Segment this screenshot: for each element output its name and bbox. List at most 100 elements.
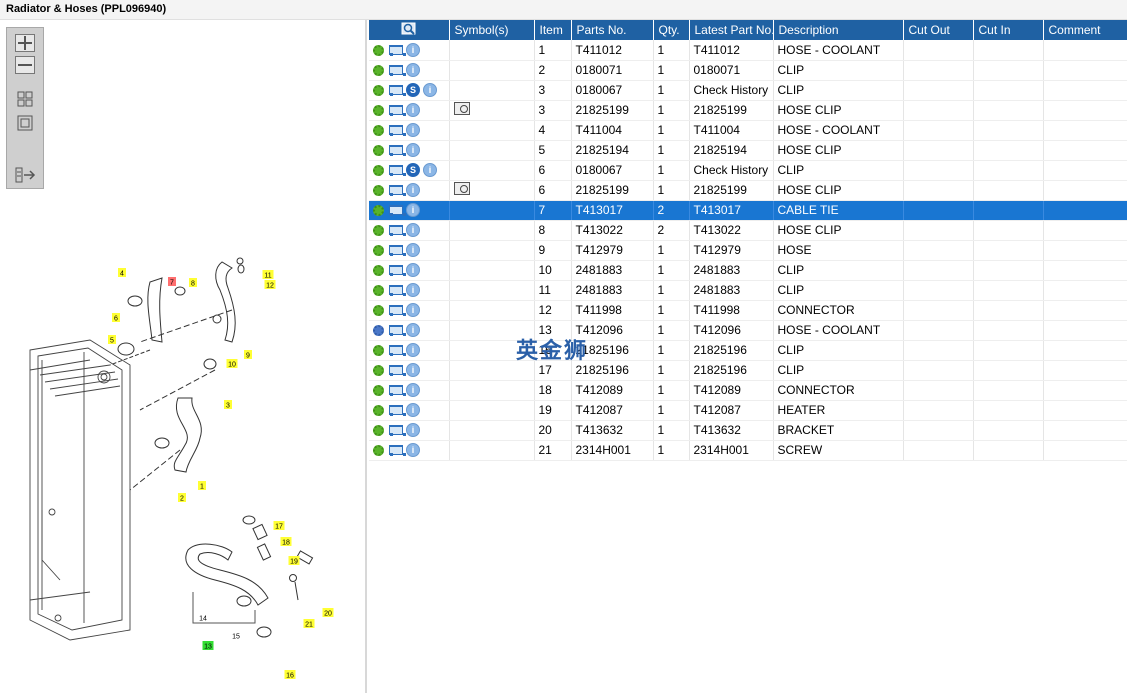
- view-in-diagram-icon[interactable]: [453, 182, 470, 195]
- table-row[interactable]: i 19 T412087 1 T412087 HEATER: [369, 400, 1127, 421]
- gear-icon[interactable]: [373, 224, 384, 236]
- column-header-description[interactable]: Description: [773, 20, 904, 40]
- supersession-icon[interactable]: S: [406, 83, 420, 98]
- info-icon[interactable]: i: [406, 283, 420, 298]
- table-row[interactable]: i 13 T412096 1 T412096 HOSE - COOLANT: [369, 320, 1127, 341]
- callout-4[interactable]: 4: [118, 268, 126, 278]
- view-in-diagram-icon[interactable]: [453, 102, 470, 115]
- callout-5[interactable]: 5: [108, 335, 116, 345]
- table-row[interactable]: i 20 T413632 1 T413632 BRACKET: [369, 420, 1127, 441]
- table-row[interactable]: i 2 0180071 1 0180071 CLIP: [369, 60, 1127, 81]
- callout-21[interactable]: 21: [303, 619, 315, 629]
- add-to-cart-icon[interactable]: [387, 404, 406, 417]
- info-icon[interactable]: i: [406, 323, 420, 338]
- table-row[interactable]: i 21 2314H001 1 2314H001 SCREW: [369, 440, 1127, 461]
- table-row[interactable]: i 3 21825199 1 21825199 HOSE CLIP: [369, 100, 1127, 121]
- callout-16[interactable]: 16: [284, 670, 296, 680]
- info-icon[interactable]: i: [406, 43, 420, 58]
- info-icon[interactable]: i: [406, 203, 420, 218]
- callout-13[interactable]: 13: [202, 641, 214, 651]
- callout-6[interactable]: 6: [112, 313, 120, 323]
- gear-blue-icon[interactable]: [373, 324, 384, 336]
- callout-14[interactable]: 14: [199, 616, 207, 623]
- column-header-parts-no[interactable]: Parts No.: [571, 20, 654, 40]
- info-icon[interactable]: i: [423, 83, 437, 98]
- add-to-cart-icon[interactable]: [387, 144, 406, 157]
- table-row[interactable]: i 6 21825199 1 21825199 HOSE CLIP: [369, 180, 1127, 201]
- table-row[interactable]: i 12 T411998 1 T411998 CONNECTOR: [369, 300, 1127, 321]
- add-to-cart-icon[interactable]: [387, 324, 406, 337]
- gear-icon[interactable]: [373, 144, 384, 156]
- add-to-cart-icon[interactable]: [387, 224, 406, 237]
- add-to-cart-icon[interactable]: [387, 264, 406, 277]
- table-row[interactable]: i 5 21825194 1 21825194 HOSE CLIP: [369, 140, 1127, 161]
- callout-2[interactable]: 2: [178, 493, 186, 503]
- callout-10[interactable]: 10: [226, 359, 238, 369]
- table-row[interactable]: i 18 T412089 1 T412089 CONNECTOR: [369, 380, 1127, 401]
- table-row[interactable]: i 16 21825196 1 21825196 CLIP: [369, 340, 1127, 361]
- info-icon[interactable]: i: [406, 383, 420, 398]
- column-header-symbols[interactable]: Symbol(s): [449, 20, 535, 40]
- callout-8[interactable]: 8: [189, 278, 197, 288]
- gear-icon[interactable]: [373, 204, 384, 216]
- gear-icon[interactable]: [373, 64, 384, 76]
- callout-3[interactable]: 3: [224, 400, 232, 410]
- gear-icon[interactable]: [373, 244, 384, 256]
- add-to-cart-icon[interactable]: [387, 244, 406, 257]
- info-icon[interactable]: i: [406, 363, 420, 378]
- table-row[interactable]: i 7 T413017 2 T413017 CABLE TIE: [369, 200, 1127, 221]
- table-row[interactable]: i 8 T413022 2 T413022 HOSE CLIP: [369, 220, 1127, 241]
- info-icon[interactable]: i: [406, 303, 420, 318]
- info-icon[interactable]: i: [406, 103, 420, 118]
- info-icon[interactable]: i: [406, 343, 420, 358]
- info-icon[interactable]: i: [406, 223, 420, 238]
- add-to-cart-icon[interactable]: [387, 184, 406, 197]
- callout-9[interactable]: 9: [244, 350, 252, 360]
- zoom-out-button[interactable]: [15, 56, 35, 74]
- add-to-cart-icon[interactable]: [387, 424, 406, 437]
- column-header-cut-in[interactable]: Cut In: [973, 20, 1044, 40]
- callout-11[interactable]: 11: [262, 270, 274, 280]
- callout-12[interactable]: 12: [264, 280, 276, 290]
- gear-icon[interactable]: [373, 304, 384, 316]
- callout-20[interactable]: 20: [322, 608, 334, 618]
- gear-icon[interactable]: [373, 344, 384, 356]
- column-header-item[interactable]: Item: [534, 20, 572, 40]
- gear-icon[interactable]: [373, 84, 384, 96]
- gear-icon[interactable]: [373, 424, 384, 436]
- gear-icon[interactable]: [373, 164, 384, 176]
- info-icon[interactable]: i: [406, 63, 420, 78]
- gear-icon[interactable]: [373, 384, 384, 396]
- diagram-pane[interactable]: 1 2 3 4 5 6 7 8 9 10 11 12 13 14 15 16 17 18 19 20 21: [0, 20, 367, 693]
- gear-icon[interactable]: [373, 284, 384, 296]
- info-icon[interactable]: i: [406, 183, 420, 198]
- table-row[interactable]: i 10 2481883 1 2481883 CLIP: [369, 260, 1127, 281]
- info-icon[interactable]: i: [406, 403, 420, 418]
- column-header-search[interactable]: [369, 20, 450, 40]
- table-row[interactable]: i 4 T411004 1 T411004 HOSE - COOLANT: [369, 120, 1127, 141]
- column-header-qty[interactable]: Qty.: [653, 20, 690, 40]
- gear-icon[interactable]: [373, 444, 384, 456]
- table-row[interactable]: i 9 T412979 1 T412979 HOSE: [369, 240, 1127, 261]
- callout-19[interactable]: 19: [288, 556, 300, 566]
- info-icon[interactable]: i: [406, 243, 420, 258]
- info-icon[interactable]: i: [406, 443, 420, 458]
- gear-icon[interactable]: [373, 44, 384, 56]
- add-to-cart-icon[interactable]: [387, 444, 406, 457]
- info-icon[interactable]: i: [423, 163, 437, 178]
- callout-17[interactable]: 17: [273, 521, 285, 531]
- add-to-cart-icon[interactable]: [387, 104, 406, 117]
- info-icon[interactable]: i: [406, 123, 420, 138]
- callout-18[interactable]: 18: [280, 537, 292, 547]
- add-to-cart-icon[interactable]: [387, 124, 406, 137]
- info-icon[interactable]: i: [406, 263, 420, 278]
- add-to-cart-icon[interactable]: [387, 284, 406, 297]
- callout-15[interactable]: 15: [232, 634, 240, 641]
- callout-7[interactable]: 7: [168, 277, 176, 287]
- zoom-in-button[interactable]: [15, 34, 35, 52]
- callout-1[interactable]: 1: [198, 481, 206, 491]
- fit-all-button[interactable]: [15, 90, 35, 108]
- gear-icon[interactable]: [373, 364, 384, 376]
